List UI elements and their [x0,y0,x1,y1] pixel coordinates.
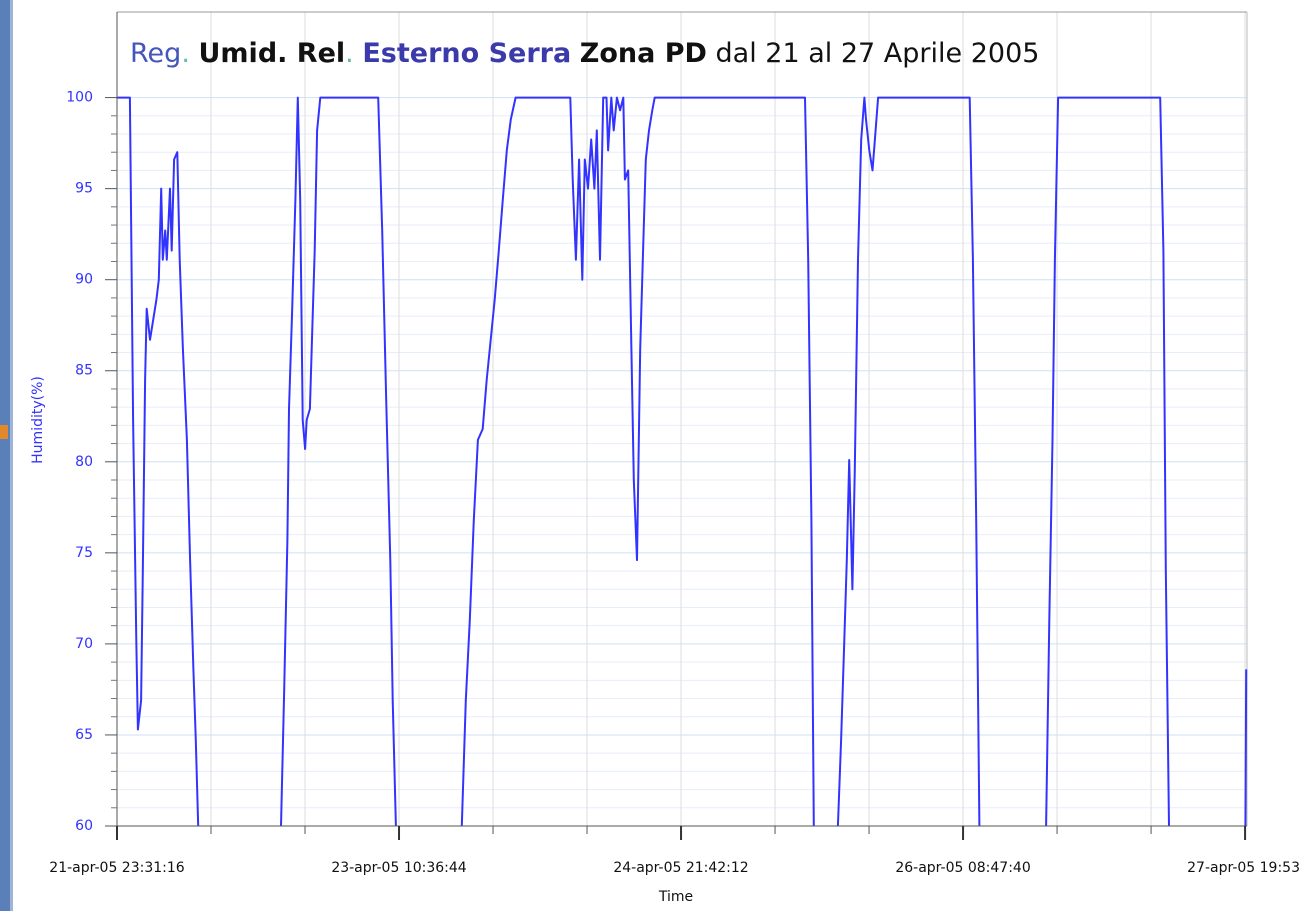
splitter-handle [0,425,8,439]
title-part: Zona PD [579,38,707,69]
y-tick-label: 60 [75,818,93,834]
y-tick-label: 95 [75,181,93,197]
x-tick-label: 23-apr-05 10:36:44 [331,860,466,876]
x-tick-label: 27-apr-05 19:53 [1187,860,1300,876]
plot [117,96,1248,827]
y-tick-label: 90 [75,272,93,288]
x-axis-label: Time [658,889,693,905]
x-tick-label: 24-apr-05 21:42:12 [613,860,748,876]
title-part: Esterno Serra [362,38,572,69]
data-line [117,96,1248,827]
y-tick-label: 70 [75,636,93,652]
y-tick-label: 100 [66,90,93,106]
x-tick-label: 21-apr-05 23:31:16 [49,860,184,876]
y-tick-label: 75 [75,545,93,561]
window-border [0,0,10,911]
x-tick-label: 26-apr-05 08:47:40 [895,860,1030,876]
title-part: Umid. Rel [198,38,346,69]
window-border-inner [10,0,13,911]
y-tick-label: 85 [75,363,93,379]
y-tick-label: 65 [75,727,93,743]
y-axis-label: Humidity(%) [30,376,46,464]
y-tick-label: 80 [75,454,93,470]
title-part: Reg [130,38,182,69]
title-part: dal 21 al 27 Aprile 2005 [715,38,1040,69]
grid [116,12,1247,827]
chart-title: Reg. Umid. Rel. Esterno Serra Zona PD da… [130,38,1039,69]
title-part: . [181,38,190,69]
title-part: . [345,38,354,69]
